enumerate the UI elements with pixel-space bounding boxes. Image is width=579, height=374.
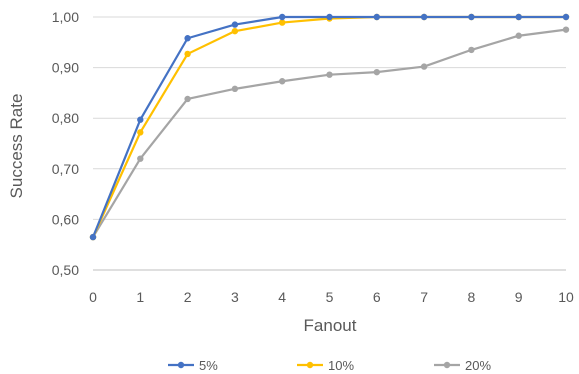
series-20pct-point <box>137 155 144 162</box>
y-tick-label: 0,50 <box>52 262 79 278</box>
y-tick-label: 1,00 <box>52 9 79 25</box>
series-20pct-point <box>184 95 191 103</box>
legend: 5% 10% 20% <box>168 358 491 373</box>
x-tick-label: 10 <box>558 289 574 305</box>
series-10pct-point <box>184 50 191 58</box>
x-tick-label: 9 <box>515 289 523 305</box>
series-5pct-point <box>373 13 380 21</box>
legend-label: 5% <box>199 358 218 373</box>
legend-item-5pct: 5% <box>168 358 218 373</box>
x-tick-label: 8 <box>468 289 476 305</box>
x-tick-label: 7 <box>420 289 428 305</box>
x-tick-label: 2 <box>184 289 192 305</box>
series-20pct-point <box>468 46 475 54</box>
x-tick-label: 1 <box>136 289 144 305</box>
series-20pct-line <box>92 28 567 238</box>
series-20pct-point <box>373 68 380 76</box>
x-tick-label: 6 <box>373 289 381 305</box>
series-5pct-point <box>468 13 475 21</box>
series-5pct-point <box>515 13 522 21</box>
x-tick-label: 3 <box>231 289 239 305</box>
series-20pct-point <box>420 63 428 70</box>
x-tick-label: 0 <box>89 289 97 305</box>
series-5pct-point <box>562 13 570 21</box>
series-10pct-point <box>279 19 286 26</box>
series-5pct <box>89 13 570 241</box>
series-20pct-point <box>562 26 570 33</box>
y-tick-label: 0,90 <box>52 60 79 76</box>
series-10pct <box>89 13 570 241</box>
series-20pct-point <box>279 78 286 85</box>
y-axis-title: Success Rate <box>7 94 26 199</box>
legend-swatch-marker <box>443 361 451 369</box>
gridlines <box>93 16 566 220</box>
series-5pct-point <box>231 21 239 28</box>
series-5pct-point <box>89 233 97 241</box>
legend-label: 20% <box>465 358 491 373</box>
y-tick-label: 0,70 <box>52 161 79 177</box>
legend-swatch-marker <box>306 361 314 369</box>
series-20pct <box>89 26 570 241</box>
legend-swatch-marker <box>177 361 185 369</box>
series-20pct-point <box>515 32 522 39</box>
series-5pct-point <box>184 35 191 42</box>
series-5pct-point <box>279 13 286 21</box>
x-tick-label: 5 <box>326 289 334 305</box>
series-20pct-point <box>326 71 333 78</box>
legend-item-20pct: 20% <box>434 358 491 373</box>
series-20pct-point <box>231 85 239 93</box>
y-tick-label: 0,60 <box>52 211 79 227</box>
series-5pct-point <box>420 13 428 21</box>
y-tick-label: 0,80 <box>52 110 79 126</box>
series-10pct-point <box>137 129 144 136</box>
series-5pct-point <box>137 116 144 123</box>
x-axis-title: Fanout <box>304 316 357 335</box>
x-tick-label: 4 <box>278 289 286 305</box>
series-5pct-point <box>326 13 333 21</box>
series-10pct-point <box>231 27 239 35</box>
legend-item-10pct: 10% <box>297 358 354 373</box>
tick-labels: 0,50 0,60 0,70 0,80 0,90 1,00 0 1 2 3 4 5 6 7 8 9 10 <box>52 9 574 305</box>
series-lines <box>89 13 570 241</box>
legend-label: 10% <box>328 358 354 373</box>
